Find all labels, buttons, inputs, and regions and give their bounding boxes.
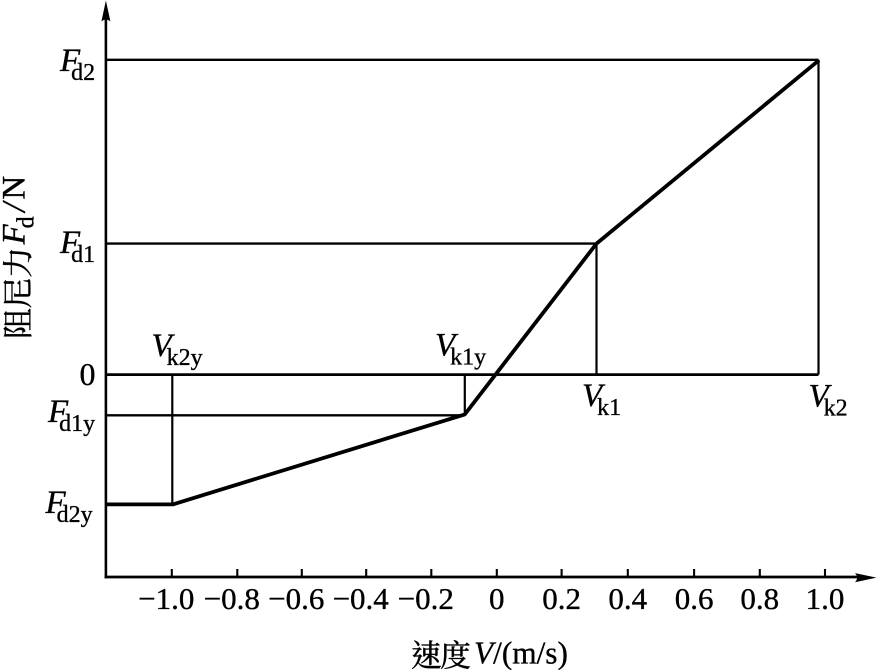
svg-text:−0.6: −0.6 [268,581,324,616]
svg-text:0.4: 0.4 [608,581,647,616]
svg-text:1.0: 1.0 [806,581,845,616]
svg-text:Vk2: Vk2 [809,379,848,422]
svg-text:0.8: 0.8 [740,581,779,616]
svg-text:−0.4: −0.4 [333,581,390,616]
svg-text:0.2: 0.2 [542,581,581,616]
svg-text:0: 0 [80,356,96,392]
svg-text:0.6: 0.6 [675,581,714,616]
svg-text:−0.2: −0.2 [398,581,454,616]
svg-text:−0.8: −0.8 [204,581,260,616]
svg-text:0: 0 [489,581,505,616]
svg-text:−1.0: −1.0 [138,581,194,616]
svg-text:Fd/N: Fd/N [0,176,40,246]
svg-text:V/(m/s): V/(m/s) [474,636,568,670]
